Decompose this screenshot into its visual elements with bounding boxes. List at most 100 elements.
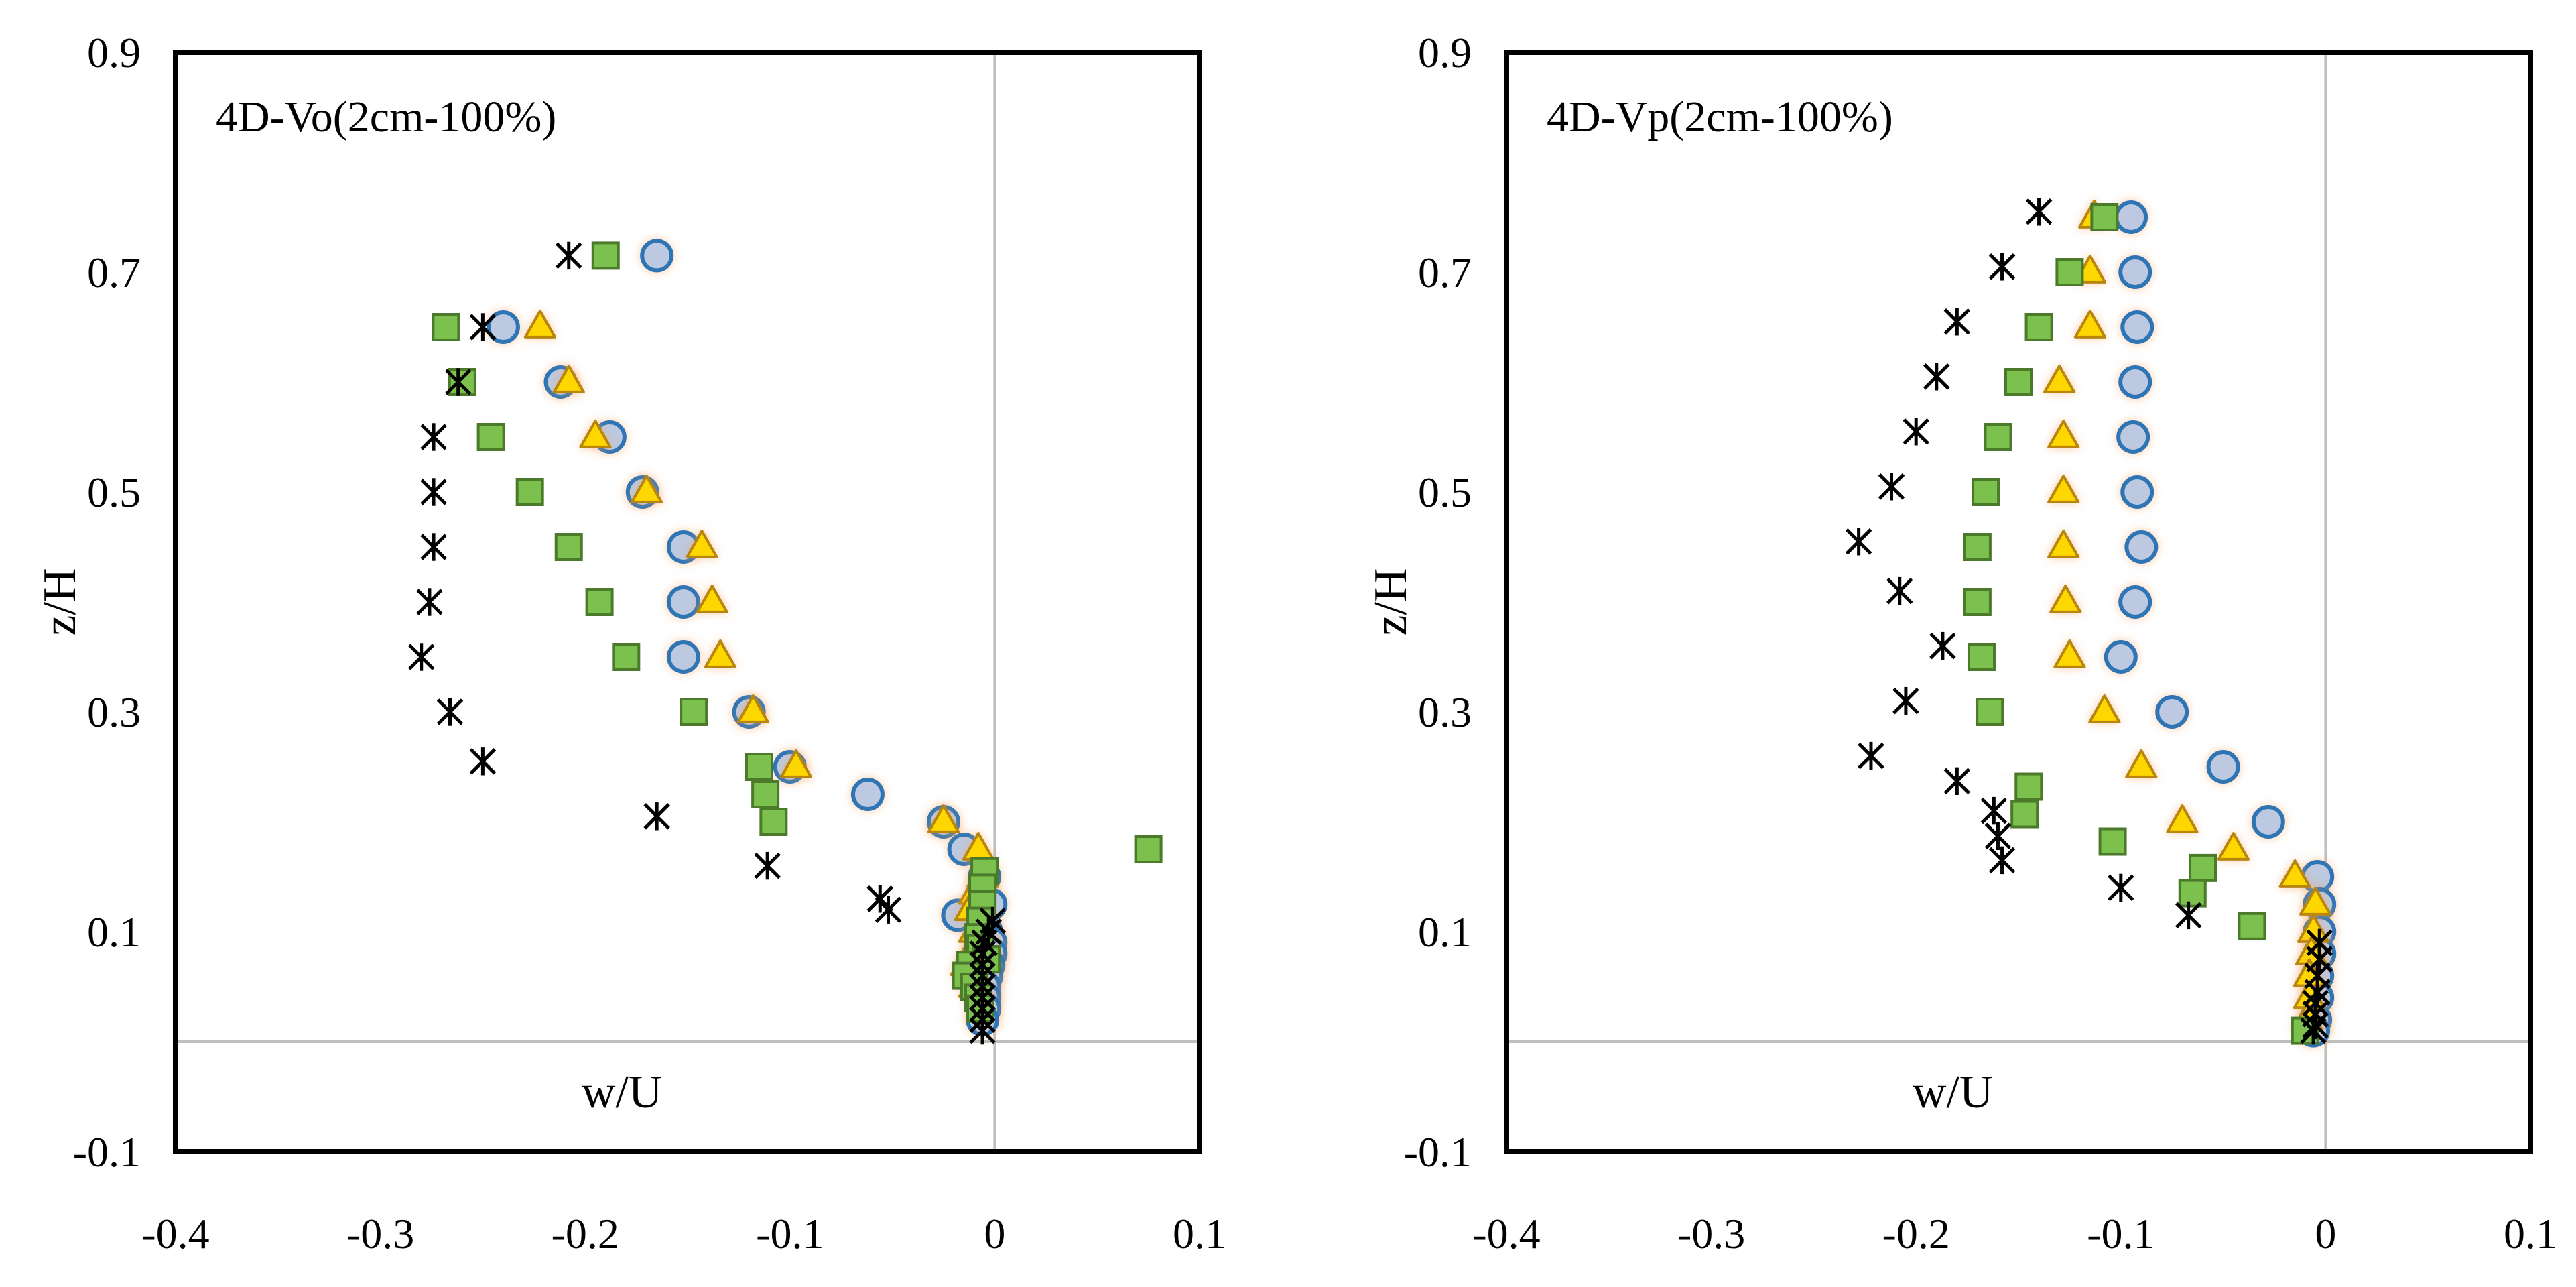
data-point-asterisk (1845, 528, 1872, 556)
data-point-asterisk (1988, 253, 2016, 281)
y-tick-label: -0.1 (73, 1128, 141, 1176)
data-point-asterisk (2108, 873, 2134, 902)
data-point-asterisk (555, 241, 582, 270)
data-point-asterisk (1878, 473, 1905, 501)
y-tick-label: -0.1 (1404, 1128, 1472, 1176)
y-tick-label: 0.9 (1418, 29, 1472, 76)
data-point-circle (666, 640, 700, 674)
data-point-square (1963, 588, 1992, 616)
y-axis-title: z/H (1365, 568, 1417, 635)
data-point-asterisk (2175, 901, 2202, 930)
x-tick-label: 0.1 (1173, 1210, 1226, 1258)
series-square (432, 241, 1163, 1023)
series-triangle (523, 310, 999, 998)
data-point-square (585, 588, 614, 616)
chart-panel-2: -0.4 -0.3 -0.2 -0.1 0 0.1 -0.1 0.1 0.3 0.5 0.7 0.9 w… (1365, 29, 2557, 1258)
data-point-circle (2116, 420, 2150, 454)
data-point-triangle (523, 310, 557, 339)
data-point-square (2055, 258, 2084, 286)
y-tick-label: 0.3 (1418, 688, 1472, 736)
data-point-triangle (2047, 530, 2080, 558)
data-point-triangle (2043, 365, 2076, 393)
data-point-square (1134, 835, 1163, 863)
x-tick-label: 0.1 (2504, 1210, 2557, 1258)
x-tick-label: -0.4 (1472, 1210, 1540, 1258)
data-point-triangle (630, 475, 663, 503)
data-point-square (1967, 643, 1996, 671)
data-point-asterisk (1858, 741, 1884, 770)
x-axis-title: w/U (582, 1066, 663, 1118)
panel-title: 4D-Vo(2cm-100%) (216, 93, 556, 141)
data-point-asterisk (1886, 576, 1913, 605)
data-point-circle (2120, 475, 2154, 509)
series-asterisk (1845, 198, 2333, 1045)
data-point-triangle (779, 749, 813, 778)
data-point-triangle (2053, 639, 2086, 668)
series-circle (486, 239, 1008, 1037)
y-tick-label: 0.9 (87, 29, 141, 76)
data-point-circle (640, 239, 674, 273)
data-point-asterisk (1892, 686, 1919, 715)
data-point-square (2178, 879, 2207, 908)
data-point-triangle (2125, 749, 2158, 778)
y-tick-label: 0.7 (1418, 249, 1472, 296)
data-point-asterisk (1943, 767, 1971, 796)
x-tick-label: -0.1 (2087, 1210, 2154, 1258)
data-point-square (751, 780, 780, 808)
data-point-circle (486, 310, 520, 344)
series-asterisk (407, 241, 1007, 1045)
data-point-circle (2114, 200, 2148, 234)
data-point-asterisk (1903, 418, 1929, 446)
data-point-triangle (2299, 887, 2332, 916)
series-triangle (2043, 200, 2332, 1032)
data-point-square (745, 753, 773, 781)
data-point-triangle (927, 804, 960, 833)
data-point-triangle (2073, 310, 2107, 339)
x-tick-label: 0 (2315, 1210, 2336, 1258)
data-point-square (515, 478, 544, 506)
y-axis-title: z/H (34, 568, 86, 635)
data-point-asterisk (1923, 363, 1950, 391)
chart-panel-1: -0.4 -0.3 -0.2 -0.1 0 0.1 -0.1 0.1 0.3 0.5 0.7 0.9 w… (34, 29, 1226, 1258)
data-point-square (591, 241, 620, 270)
data-point-triangle (579, 420, 612, 448)
series-circle (2104, 200, 2337, 1048)
data-point-asterisk (1984, 822, 2012, 851)
data-point-square (476, 423, 505, 451)
data-point-circle (666, 585, 700, 619)
data-point-asterisk (416, 588, 443, 616)
data-point-asterisk (1943, 308, 1971, 336)
data-point-asterisk (420, 533, 447, 561)
data-point-triangle (686, 530, 718, 558)
x-tick-label: -0.4 (141, 1210, 209, 1258)
x-tick-label: -0.3 (1677, 1210, 1745, 1258)
data-point-square (2014, 772, 2043, 801)
data-point-circle (2120, 310, 2154, 344)
data-point-asterisk (875, 896, 902, 924)
data-point-circle (2124, 530, 2159, 564)
data-point-asterisk (469, 313, 497, 341)
data-point-triangle (2088, 694, 2121, 723)
x-tick-label: -0.3 (346, 1210, 414, 1258)
data-point-asterisk (436, 698, 464, 726)
data-point-asterisk (643, 802, 670, 831)
data-point-asterisk (969, 1016, 996, 1045)
data-point-circle (850, 778, 885, 811)
data-point-triangle (704, 639, 736, 668)
data-point-square (448, 368, 476, 396)
x-tick-label: -0.2 (1882, 1210, 1950, 1258)
data-point-triangle (552, 365, 585, 393)
panel-title: 4D-Vp(2cm-100%) (1547, 93, 1893, 141)
plot-frame (1504, 50, 2533, 1154)
data-point-asterisk (420, 478, 447, 506)
data-point-square (680, 698, 708, 726)
data-point-asterisk (407, 643, 435, 671)
x-tick-label: -0.2 (552, 1210, 619, 1258)
data-point-circle (2118, 365, 2152, 399)
x-axis-title: w/U (1913, 1066, 1994, 1118)
data-point-square (759, 808, 788, 836)
y-tick-label: 0.1 (87, 908, 141, 956)
data-point-circle (2251, 805, 2285, 839)
data-point-triangle (2217, 832, 2250, 861)
